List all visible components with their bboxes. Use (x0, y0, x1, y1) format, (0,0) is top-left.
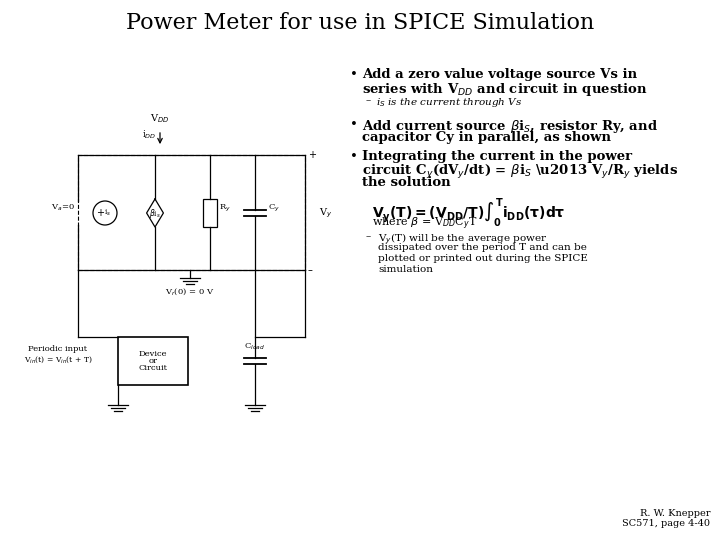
Text: where $\beta$ = V$_{DD}$C$_y$T: where $\beta$ = V$_{DD}$C$_y$T (372, 216, 477, 232)
Text: i$_{DD}$: i$_{DD}$ (142, 129, 156, 141)
Text: capacitor Cy in parallel, as shown: capacitor Cy in parallel, as shown (362, 131, 611, 144)
Text: dissipated over the period T and can be: dissipated over the period T and can be (378, 243, 587, 252)
Text: •: • (350, 150, 358, 163)
Text: V$_y$: V$_y$ (319, 206, 333, 220)
Text: the solution: the solution (362, 176, 451, 189)
Text: C$_y$: C$_y$ (268, 202, 280, 213)
Text: C$_{load}$: C$_{load}$ (245, 341, 266, 352)
Text: –: – (366, 96, 372, 105)
Text: V$_y$(T) will be the average power: V$_y$(T) will be the average power (378, 232, 547, 246)
Text: Add a zero value voltage source Vs in: Add a zero value voltage source Vs in (362, 68, 637, 81)
Text: +: + (96, 208, 104, 218)
Text: plotted or printed out during the SPICE: plotted or printed out during the SPICE (378, 254, 588, 263)
Text: Periodic input: Periodic input (28, 345, 88, 353)
Text: +: + (308, 150, 316, 160)
Text: •: • (350, 118, 358, 131)
Text: circuit C$_y$(dV$_y$/dt) = $\beta$i$_S$ \u2013 V$_y$/R$_y$ yields: circuit C$_y$(dV$_y$/dt) = $\beta$i$_S$ … (362, 163, 678, 181)
Text: Circuit: Circuit (138, 364, 168, 372)
Text: •: • (350, 68, 358, 81)
Text: V$_r$(0) = 0 V: V$_r$(0) = 0 V (166, 286, 215, 297)
Text: V$_{DD}$: V$_{DD}$ (150, 112, 170, 125)
Text: simulation: simulation (378, 265, 433, 274)
Text: –: – (366, 232, 372, 241)
Text: –: – (308, 265, 313, 275)
Text: Power Meter for use in SPICE Simulation: Power Meter for use in SPICE Simulation (126, 12, 594, 34)
Text: $\mathbf{V_y(T) = (V_{DD}/T)\int_0^T i_{DD}(\tau)d\tau}$: $\mathbf{V_y(T) = (V_{DD}/T)\int_0^T i_{… (372, 196, 565, 229)
Text: or: or (148, 357, 158, 365)
Text: series with V$_{DD}$ and circuit in question: series with V$_{DD}$ and circuit in ques… (362, 81, 648, 98)
Text: Integrating the current in the power: Integrating the current in the power (362, 150, 632, 163)
Text: i$_s$: i$_s$ (104, 208, 112, 218)
Text: $\beta$i$_s$: $\beta$i$_s$ (149, 206, 161, 219)
Text: Device: Device (139, 350, 167, 358)
Text: R. W. Knepper
SC571, page 4-40: R. W. Knepper SC571, page 4-40 (622, 509, 710, 528)
Text: i$_S$ is the current through Vs: i$_S$ is the current through Vs (376, 96, 523, 109)
Text: V$_{in}$(t) = V$_{in}$(t + T): V$_{in}$(t) = V$_{in}$(t + T) (24, 354, 92, 365)
Text: V$_a$=0: V$_a$=0 (51, 202, 75, 213)
Text: Add current source $\beta$i$_S$, resistor Ry, and: Add current source $\beta$i$_S$, resisto… (362, 118, 658, 135)
Text: R$_y$: R$_y$ (219, 202, 231, 213)
